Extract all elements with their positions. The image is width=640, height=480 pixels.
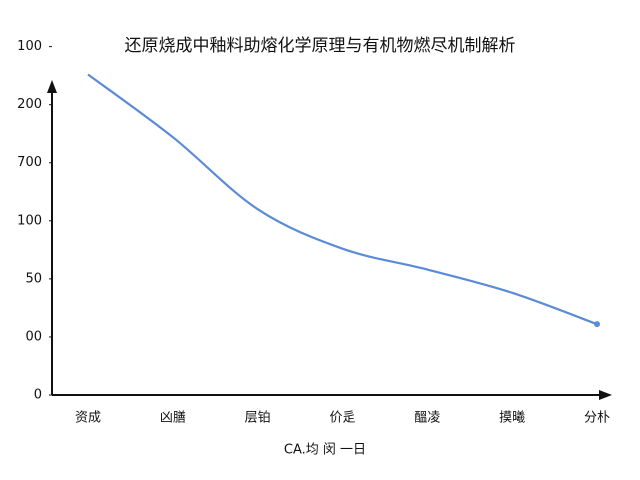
x-tick-label: 层铂: [245, 410, 271, 426]
y-axis-arrow: [47, 80, 57, 93]
y-tick-label: 100: [17, 213, 42, 228]
y-tick-label: 200: [17, 97, 42, 112]
y-tick-label: 0: [34, 388, 42, 403]
x-tick-label: 分朴: [584, 411, 610, 426]
x-axis-label: CA.均 闵 一日: [284, 443, 366, 458]
x-tick-label: 醞凌: [414, 411, 440, 426]
x-axis-arrow: [599, 390, 612, 400]
y-tick-label: 00: [25, 329, 42, 344]
x-tick-label: 凶膳: [160, 410, 186, 426]
y-tick-label: 100: [17, 39, 42, 54]
end-point: [594, 321, 600, 328]
x-tick-label: 价辵: [329, 411, 355, 426]
data-line: [87, 73, 598, 326]
y-tick-label: 700: [17, 155, 42, 170]
chart-title: 还原烧成中釉料助熔化学原理与有机物燃尽机制解析: [125, 36, 516, 56]
y-tick-label: 50: [25, 271, 42, 286]
x-tick-label: 资成: [75, 411, 101, 426]
x-tick-label: 摸曦: [499, 410, 525, 426]
